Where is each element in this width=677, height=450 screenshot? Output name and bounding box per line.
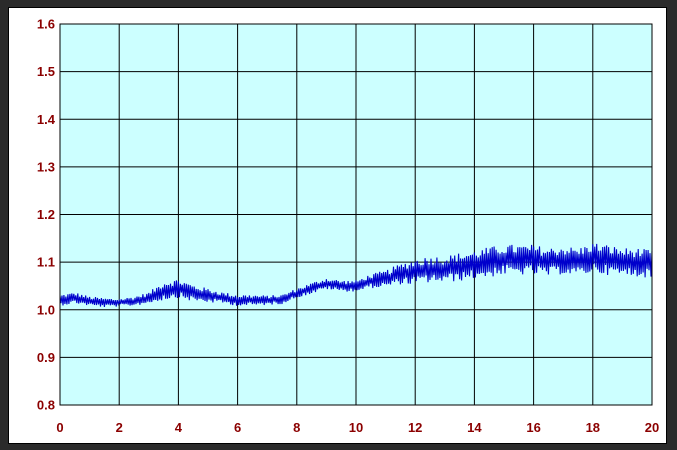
- series-line-0: [59, 243, 653, 307]
- y-tick-label: 1.0: [37, 302, 55, 317]
- y-tick-label: 0.8: [37, 398, 55, 413]
- x-tick-label: 6: [234, 420, 241, 435]
- y-tick-label: 1.2: [37, 207, 55, 222]
- x-tick-label: 18: [586, 420, 600, 435]
- y-tick-label: 0.9: [37, 350, 55, 365]
- y-tick-label: 1.3: [37, 159, 55, 174]
- y-tick-label: 1.4: [37, 112, 56, 127]
- x-tick-label: 14: [467, 420, 482, 435]
- x-tick-label: 16: [526, 420, 540, 435]
- y-tick-label: 1.1: [37, 255, 55, 270]
- x-tick-label: 4: [175, 420, 183, 435]
- y-axis-ticks: 0.8 0.9 1.0 1.1 1.2 1.3 1.4 1.5 1.6: [37, 17, 56, 413]
- x-tick-label: 0: [56, 420, 63, 435]
- x-axis-ticks: 0 2 4 6 8 10 12 14 16 18 20: [56, 420, 659, 435]
- x-tick-label: 12: [408, 420, 422, 435]
- line-chart: 0.8 0.9 1.0 1.1 1.2 1.3 1.4 1.5 1.6 0 2 4 6 8 10 12 14 1…: [37, 17, 659, 436]
- chart-frame: 0.8 0.9 1.0 1.1 1.2 1.3 1.4 1.5 1.6 0 2 4 6 8 10 12 14 1…: [8, 7, 667, 444]
- y-tick-label: 1.6: [37, 17, 55, 32]
- x-tick-label: 10: [349, 420, 363, 435]
- x-tick-label: 8: [293, 420, 300, 435]
- plot-border: [59, 23, 653, 406]
- y-tick-label: 1.5: [37, 64, 55, 79]
- x-tick-label: 2: [116, 420, 123, 435]
- series-layer: [59, 243, 653, 307]
- x-tick-label: 20: [645, 420, 659, 435]
